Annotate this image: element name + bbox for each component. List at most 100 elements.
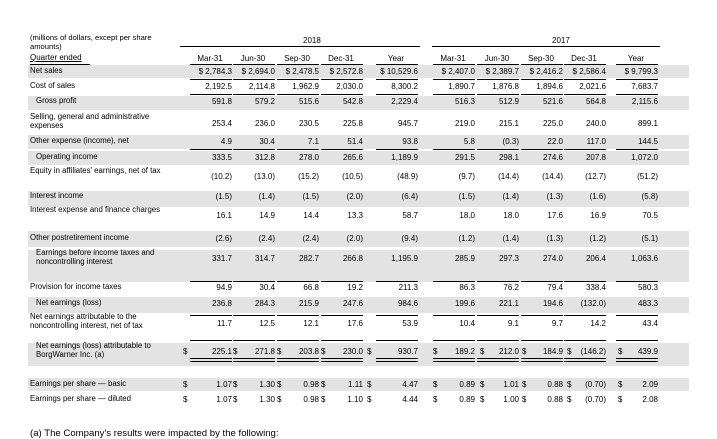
cell-value: 5.8	[463, 137, 475, 146]
currency-symbol: $	[480, 380, 485, 389]
cell-value: 338.4	[585, 283, 606, 292]
cell-value: 314.7	[254, 254, 275, 263]
cell-value: 483.3	[637, 299, 658, 308]
total-rule	[521, 358, 563, 362]
cell-value: 53.9	[402, 319, 418, 328]
row-label: Provision for income taxes	[30, 282, 122, 291]
total-rule	[321, 358, 363, 362]
cell-value: 7.1	[307, 137, 319, 146]
currency-symbol: $	[618, 380, 623, 389]
row-label: Net earnings attributable to the noncont…	[30, 312, 143, 330]
currency-symbol: $	[433, 395, 438, 404]
total-rule	[477, 281, 519, 282]
total-rule	[477, 79, 519, 80]
cell-value: 194.6	[542, 299, 563, 308]
currency-symbol: $	[433, 347, 438, 356]
cell-value: 516.3	[454, 97, 475, 106]
cell-value: 542.8	[342, 97, 363, 106]
cell-value: (5.8)	[641, 192, 658, 201]
cell-value: 1,063.6	[631, 254, 658, 263]
row-label: Net sales	[30, 66, 63, 75]
total-rule	[376, 94, 418, 95]
cell-value: 2.08	[642, 395, 658, 404]
total-rule	[321, 79, 363, 80]
header-underline	[433, 64, 475, 65]
year-2017-heading: 2017	[552, 36, 570, 45]
currency-symbol: $	[277, 380, 282, 389]
currency-symbol: $	[367, 380, 372, 389]
cell-value: $ 9,799.3	[624, 67, 658, 76]
row-label: Selling, general and administrative expe…	[30, 112, 150, 130]
currency-symbol: $	[233, 380, 238, 389]
cell-value: 4.9	[220, 137, 232, 146]
total-rule	[477, 149, 519, 150]
total-rule	[564, 94, 606, 95]
cell-value: (14.4)	[542, 172, 563, 181]
cell-value: 86.3	[459, 283, 475, 292]
total-rule	[321, 340, 363, 341]
cell-value: 22.0	[547, 137, 563, 146]
total-rule	[477, 315, 519, 316]
cell-value: 14.4	[303, 211, 319, 220]
header-underline	[376, 64, 418, 65]
cell-value: 79.4	[547, 283, 563, 292]
currency-symbol: $	[233, 395, 238, 404]
column-header: Jun-30	[484, 54, 510, 63]
cell-value: 58.7	[402, 211, 418, 220]
year-heading-rule	[432, 46, 660, 47]
cell-value: 94.9	[216, 283, 232, 292]
cell-value: (2.4)	[302, 234, 319, 243]
cell-value: 298.1	[498, 153, 519, 162]
cell-value: (2.0)	[346, 192, 363, 201]
total-rule	[433, 94, 475, 95]
cell-value: (51.2)	[637, 172, 658, 181]
cell-value: (9.4)	[401, 234, 418, 243]
cell-value: 580.3	[637, 283, 658, 292]
total-rule	[190, 315, 232, 316]
cell-value: 984.6	[397, 299, 418, 308]
cell-value: (9.7)	[458, 172, 475, 181]
cell-value: (2.6)	[215, 234, 232, 243]
total-rule	[521, 94, 563, 95]
cell-value: 17.6	[347, 319, 363, 328]
total-rule	[521, 149, 563, 150]
total-rule	[233, 94, 275, 95]
row-label: Interest income	[30, 191, 84, 200]
cell-value: $ 2,389.7	[485, 67, 519, 76]
total-rule	[321, 94, 363, 95]
row-shade	[28, 135, 689, 149]
currency-symbol: $	[618, 347, 623, 356]
currency-symbol: $	[480, 395, 485, 404]
cell-value: 189.2	[454, 347, 475, 356]
cell-value: 215.1	[498, 119, 519, 128]
cell-value: 0.88	[547, 395, 563, 404]
currency-symbol: $	[183, 347, 188, 356]
cell-value: 236.0	[254, 119, 275, 128]
cell-value: (15.2)	[298, 172, 319, 181]
total-rule	[277, 358, 319, 362]
cell-value: 439.9	[637, 347, 658, 356]
cell-value: 278.0	[298, 153, 319, 162]
cell-value: 1.01	[503, 380, 519, 389]
total-rule	[376, 79, 418, 80]
currency-symbol: $	[183, 380, 188, 389]
cell-value: 899.1	[637, 119, 658, 128]
cell-value: 1.07	[216, 395, 232, 404]
cell-value: 240.0	[585, 119, 606, 128]
cell-value: 9.7	[551, 319, 563, 328]
cell-value: 207.8	[585, 153, 606, 162]
cell-value: 1.11	[348, 380, 363, 389]
column-header: Year	[387, 54, 405, 63]
cell-value: 30.4	[259, 283, 275, 292]
row-label: Earnings per share — basic	[30, 379, 127, 388]
total-rule	[433, 281, 475, 282]
currency-symbol: $	[321, 347, 326, 356]
cell-value: 2,192.5	[205, 82, 232, 91]
cell-value: 297.3	[498, 254, 519, 263]
currency-symbol: $	[233, 347, 238, 356]
row-label: Earnings before income taxes and noncont…	[36, 248, 155, 266]
cell-value: 93.8	[402, 137, 418, 146]
cell-value: 274.6	[542, 153, 563, 162]
footnote: (a) The Company's results were impacted …	[30, 428, 279, 439]
currency-symbol: $	[618, 395, 623, 404]
